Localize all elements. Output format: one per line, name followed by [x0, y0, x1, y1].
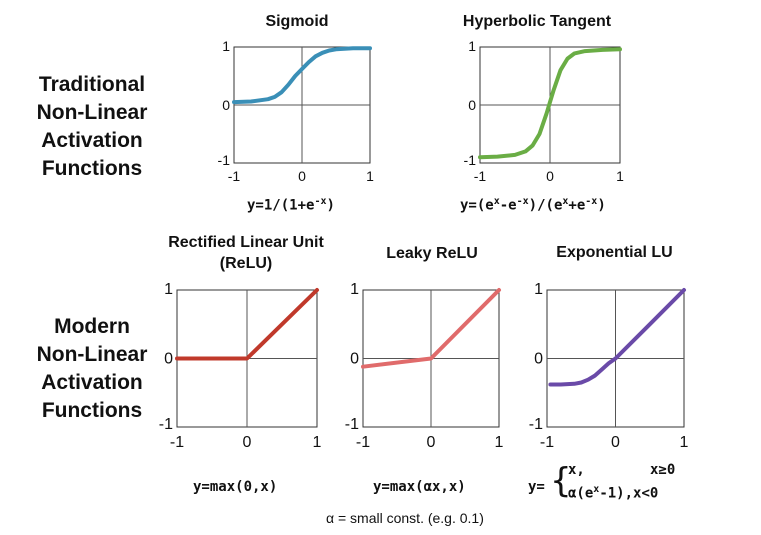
y-tick-label: 1 — [468, 38, 476, 54]
y-tick-label: -1 — [345, 416, 359, 433]
formula-superscript: x — [562, 196, 569, 207]
y-tick-label: 1 — [350, 281, 359, 298]
formula-part: ) — [326, 197, 335, 214]
chart-title-line: Rectified Linear Unit — [168, 234, 324, 251]
series-line-leaky — [361, 288, 501, 369]
x-tick-label: -1 — [540, 434, 554, 451]
section-label-line: Non-Linear — [36, 343, 148, 366]
formula-case: α(ex-1),x<0 — [568, 484, 658, 502]
formula-part: )/(e — [528, 197, 563, 214]
section-label-traditional: Traditional Non-Linear Activation Functi… — [24, 71, 160, 183]
y-tick-label: 1 — [164, 281, 173, 298]
chart-title-relu: Rectified Linear Unit (ReLU) — [146, 232, 346, 274]
chart-title-leaky: Leaky ReLU — [386, 245, 478, 262]
formula-case: x, — [568, 462, 585, 478]
x-tick-label: 0 — [243, 434, 252, 451]
y-tick-label: 0 — [350, 351, 359, 368]
formula-superscript: -x — [585, 196, 598, 207]
x-tick-label: 0 — [298, 168, 306, 184]
alpha-note: α = small const. (e.g. 0.1) — [326, 510, 484, 526]
y-tick-label: 0 — [534, 351, 543, 368]
y-tick-label: -1 — [159, 416, 173, 433]
formula-part: ) — [597, 197, 606, 214]
section-label-line: Traditional — [38, 73, 146, 96]
y-tick-label: 0 — [468, 97, 476, 113]
chart-leaky: 1 0 -1-1 0 1 — [345, 281, 504, 451]
formula-superscript: -x — [516, 196, 529, 207]
x-tick-label: 0 — [546, 168, 554, 184]
y-tick-label: -1 — [464, 152, 477, 168]
formula-part: +e — [568, 197, 586, 214]
series-line-tanh — [478, 47, 622, 160]
chart-elu: 1 0 -1-1 0 1 — [529, 281, 689, 451]
chart-title-sigmoid: Sigmoid — [265, 13, 329, 30]
x-tick-label: 1 — [680, 434, 689, 451]
x-tick-label: 0 — [427, 434, 436, 451]
formula-part: y=1/(1+e — [247, 197, 315, 214]
section-label-line: Activation — [41, 371, 143, 394]
chart-title-tanh: Hyperbolic Tangent — [462, 13, 612, 30]
chart-title-line: (ReLU) — [219, 255, 273, 272]
y-tick-label: 1 — [222, 38, 230, 54]
chart-sigmoid: 1 0 -1-1 0 1 — [218, 38, 375, 184]
x-tick-label: 1 — [616, 168, 624, 184]
section-label-line: Non-Linear — [36, 101, 148, 124]
chart-relu: 1 0 -1-1 0 1 — [159, 281, 322, 451]
formula-superscript: x — [493, 196, 500, 207]
x-tick-label: 1 — [366, 168, 374, 184]
section-label-line: Modern — [54, 315, 130, 338]
formula-part: -e — [499, 197, 517, 214]
formula-prefix: y= — [528, 479, 545, 495]
series-line-sigmoid — [232, 46, 372, 105]
formula-relu: y=max(0,x) — [193, 479, 278, 495]
series-line-relu — [175, 288, 319, 361]
x-tick-label: -1 — [228, 168, 241, 184]
formula-part: -1),x<0 — [599, 485, 659, 502]
formula-tanh: y=(ex-e-x)/(ex+e-x) — [460, 196, 606, 214]
formula-leaky: y=max(αx,x) — [373, 479, 466, 495]
x-tick-label: 1 — [495, 434, 504, 451]
section-label-line: Activation — [41, 129, 143, 152]
formula-case-condition: x≥0 — [650, 462, 676, 478]
x-tick-label: -1 — [170, 434, 184, 451]
x-tick-label: -1 — [474, 168, 487, 184]
x-tick-label: -1 — [356, 434, 370, 451]
formula-superscript: x — [593, 484, 600, 495]
formula-part: α(e — [568, 485, 594, 502]
chart-title-elu: Exponential LU — [556, 244, 673, 261]
x-tick-label: 1 — [313, 434, 322, 451]
section-label-line: Functions — [41, 157, 143, 180]
formula-elu: y= { x, x≥0 α(ex-1),x<0 — [528, 462, 703, 508]
x-tick-label: 0 — [611, 434, 620, 451]
section-label-modern: Modern Non-Linear Activation Functions — [24, 313, 160, 425]
brace-icon: { — [550, 461, 572, 501]
y-tick-label: 0 — [164, 351, 173, 368]
y-tick-label: -1 — [529, 416, 543, 433]
section-label-line: Functions — [41, 399, 143, 422]
formula-superscript: -x — [314, 196, 327, 207]
formula-part: y=(e — [460, 197, 494, 214]
y-tick-label: 0 — [222, 97, 230, 113]
series-line-elu — [548, 288, 686, 387]
formula-sigmoid: y=1/(1+e-x) — [247, 196, 335, 214]
y-tick-label: 1 — [534, 281, 543, 298]
chart-tanh: 1 0 -1-1 0 1 — [464, 38, 625, 184]
y-tick-label: -1 — [218, 152, 231, 168]
